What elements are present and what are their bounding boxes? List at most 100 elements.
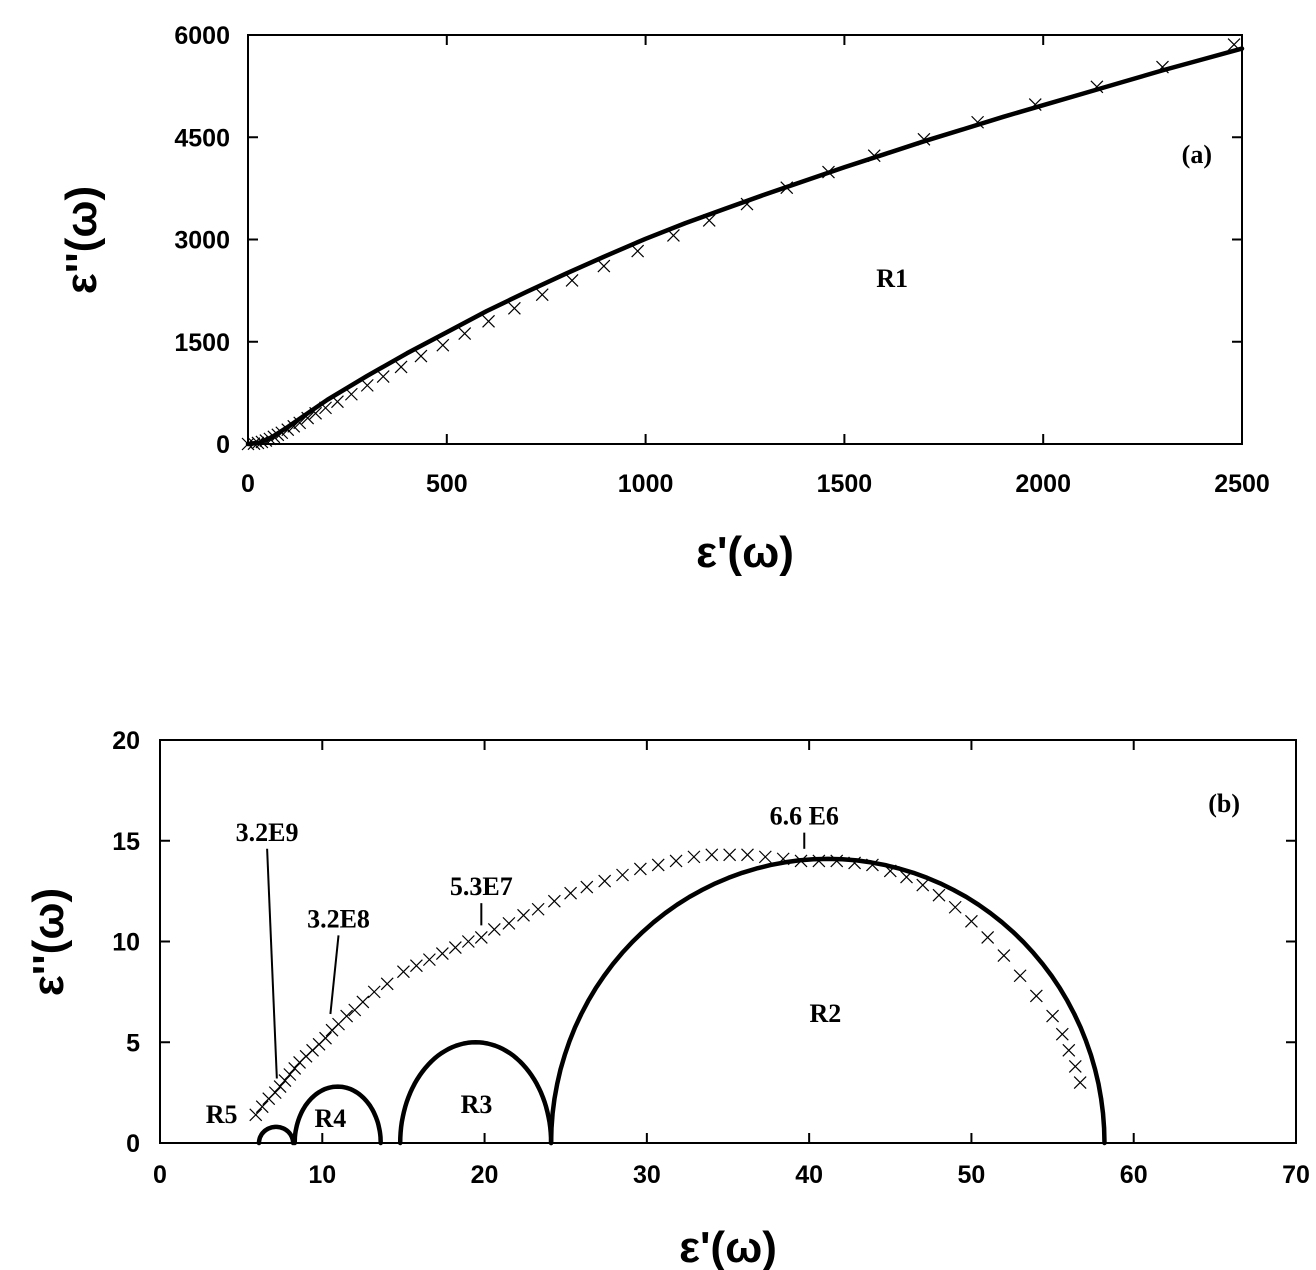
frequency-label: 3.2E9: [236, 818, 299, 847]
panel-b-x-axis-label: ε'(ω): [679, 1223, 777, 1270]
data-point: [249, 1108, 263, 1122]
panel-a-fit-lines: [245, 46, 1245, 447]
data-point: [436, 338, 450, 352]
x-tick-label: 40: [795, 1161, 823, 1189]
data-point: [564, 886, 578, 900]
data-point: [616, 868, 629, 882]
region-label: R3: [461, 1090, 493, 1119]
x-tick-label: 2000: [1015, 470, 1071, 498]
data-point: [414, 349, 428, 363]
panel-a-x-axis-label: ε'(ω): [696, 528, 794, 577]
data-point: [916, 878, 930, 892]
y-tick-label: 20: [112, 727, 140, 755]
panel-b-semicircle-fits: [256, 856, 1107, 1146]
x-tick-label: 30: [633, 1161, 661, 1189]
region-label: R5: [206, 1100, 238, 1129]
panel-a-plot-frame: [247, 34, 1243, 445]
data-point: [932, 888, 946, 902]
data-point: [474, 931, 488, 944]
data-point: [288, 1062, 302, 1075]
data-point: [255, 1100, 269, 1114]
data-point: [965, 914, 978, 928]
y-tick-label: 0: [126, 1130, 140, 1158]
y-tick-label: 10: [112, 929, 140, 957]
region-label: R2: [809, 999, 841, 1028]
y-tick-label: 1500: [174, 329, 230, 357]
data-point: [597, 259, 611, 273]
x-tick-label: 0: [153, 1161, 167, 1189]
y-tick-label: 4500: [174, 124, 230, 152]
semicircle-fit-r3: [397, 1040, 554, 1146]
data-point: [367, 985, 381, 999]
x-tick-label: 70: [1282, 1161, 1310, 1189]
x-tick-label: 1000: [618, 470, 674, 498]
panel-a-annotations: R1: [876, 264, 908, 293]
data-point: [340, 1009, 354, 1023]
data-point: [319, 1031, 332, 1045]
data-point: [268, 1086, 282, 1100]
x-tick-label: 500: [426, 470, 468, 498]
panel-b-measured-points: [249, 848, 1087, 1122]
x-tick-label: 0: [241, 470, 255, 498]
data-point: [283, 1068, 297, 1081]
panel-a-label: (a): [1182, 140, 1212, 169]
data-point: [1055, 1027, 1069, 1041]
fit-line: [245, 46, 1245, 447]
data-point: [565, 273, 579, 287]
frequency-label: 6.6 E6: [770, 802, 839, 831]
data-point: [278, 1074, 292, 1087]
data-point: [435, 947, 449, 961]
semicircle-fit-r2: [548, 856, 1107, 1146]
data-point: [380, 977, 394, 991]
data-point: [397, 965, 410, 979]
data-point: [535, 288, 549, 302]
data-point: [651, 858, 665, 872]
data-point: [458, 327, 472, 340]
data-point: [631, 244, 645, 258]
data-point: [502, 916, 516, 930]
data-point: [981, 931, 995, 944]
data-point: [948, 900, 962, 914]
data-point: [669, 854, 683, 868]
panel-a-y-axis-label: ε''(ω): [57, 186, 106, 294]
y-tick-label: 5: [126, 1029, 140, 1057]
data-point: [1073, 1076, 1087, 1089]
data-point: [705, 848, 719, 862]
data-point: [487, 922, 501, 936]
data-point: [598, 874, 612, 888]
panel-b: 0 10 20 30 40 50 60 70 0 5 10 15 20 R2 R3 R4 R5 6.6 E6 5.…: [24, 727, 1310, 1270]
data-point: [394, 360, 408, 374]
frequency-leader-line: [329, 935, 340, 1015]
y-tick-label: 0: [216, 431, 230, 459]
data-point: [1029, 989, 1043, 1003]
data-point: [273, 1080, 287, 1094]
data-point: [1062, 1043, 1076, 1057]
x-tick-label: 60: [1120, 1161, 1148, 1189]
y-tick-label: 3000: [174, 227, 230, 255]
data-point: [1046, 1009, 1059, 1023]
data-point: [409, 959, 423, 973]
semicircle-fit-r4: [292, 1084, 383, 1146]
data-point: [687, 850, 701, 864]
data-point: [758, 850, 772, 864]
y-tick-label: 6000: [174, 22, 230, 50]
frequency-label: 5.3E7: [450, 872, 513, 901]
x-tick-label: 20: [471, 1161, 499, 1189]
data-point: [531, 902, 545, 916]
data-point: [422, 953, 436, 967]
data-point: [547, 894, 561, 908]
x-tick-label: 1500: [817, 470, 873, 498]
panel-a-ticks: 0 500 1000 1500 2000 2500 0 1500 3000 4500 6000: [174, 22, 1269, 498]
data-point: [448, 941, 462, 954]
panel-b-annotations: R2 R3 R4 R5 6.6 E6 5.3E7 3.2E8 3.2E9: [206, 802, 841, 1133]
semicircle-fit-r5: [256, 1124, 296, 1146]
panel-b-plot-frame: [159, 739, 1297, 1144]
data-point: [360, 378, 374, 392]
region-label: R1: [876, 264, 908, 293]
panel-b-ticks: 0 10 20 30 40 50 60 70 0 5 10 15 20: [112, 727, 1310, 1189]
data-point: [1013, 969, 1027, 983]
frequency-leader-line: [266, 848, 278, 1079]
data-point: [376, 370, 390, 383]
x-tick-label: 2500: [1214, 470, 1270, 498]
